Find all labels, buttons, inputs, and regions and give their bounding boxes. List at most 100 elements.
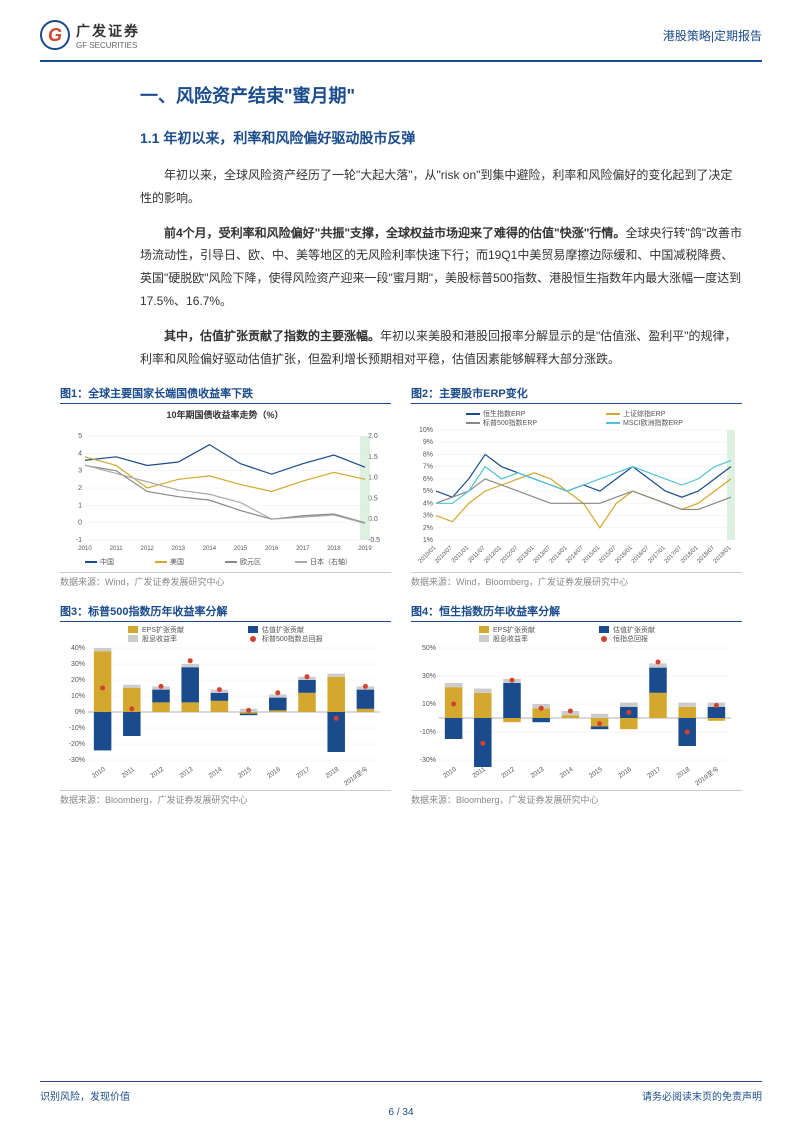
svg-text:2014: 2014: [559, 766, 575, 780]
svg-text:1%: 1%: [423, 537, 433, 544]
section-title: 一、风险资产结束"蜜月期": [60, 82, 742, 108]
footer-left: 识别风险，发现价值: [40, 1088, 130, 1103]
svg-text:2018: 2018: [324, 766, 340, 780]
svg-text:1: 1: [78, 503, 82, 510]
svg-text:2%: 2%: [423, 525, 433, 532]
svg-text:EPS扩张贡献: EPS扩张贡献: [493, 626, 535, 634]
svg-text:2016: 2016: [266, 766, 282, 780]
page-number: 6 / 34: [40, 1107, 762, 1118]
svg-text:10%: 10%: [419, 427, 433, 434]
chart-1-block: 图1：全球主要国家长端国债收益率下跌 10年期国债收益率走势（%） -1 0 1 2 3 4…: [60, 385, 391, 588]
svg-text:-20%: -20%: [69, 741, 85, 748]
svg-text:4: 4: [78, 451, 82, 458]
paragraph-2: 前4个月，受利率和风险偏好"共振"支撑，全球权益市场迎来了难得的估值"快涨"行情…: [60, 222, 742, 313]
chart-2-title: 图2：主要股市ERP变化: [411, 385, 742, 404]
page-footer: 识别风险，发现价值 请务必阅读末页的免责声明 6 / 34: [0, 1081, 802, 1118]
svg-text:2: 2: [78, 485, 82, 492]
logo-en: GF SECURITIES: [76, 41, 140, 50]
svg-text:0%: 0%: [75, 709, 85, 716]
svg-text:恒生指数ERP: 恒生指数ERP: [483, 409, 526, 418]
svg-text:欧元区: 欧元区: [240, 557, 261, 566]
header-category: 港股策略|定期报告: [663, 27, 762, 44]
subsection-title: 1.1 年初以来，利率和风险偏好驱动股市反弹: [60, 128, 742, 148]
chart-1-source: 数据来源：Wind，广发证券发展研究中心: [60, 572, 391, 588]
svg-text:10%: 10%: [422, 701, 436, 708]
svg-text:-30%: -30%: [420, 757, 436, 764]
header-divider: [40, 60, 762, 62]
chart-3-source: 数据来源：Bloomberg，广发证券发展研究中心: [60, 790, 391, 806]
svg-text:标普500指数ERP: 标普500指数ERP: [483, 418, 537, 427]
svg-text:10年期国债收益率走势（%）: 10年期国债收益率走势（%）: [166, 409, 283, 420]
svg-text:2010: 2010: [78, 546, 92, 552]
svg-text:股息收益率: 股息收益率: [493, 634, 528, 643]
svg-text:2015: 2015: [237, 766, 253, 780]
svg-text:30%: 30%: [71, 661, 85, 668]
chart-2-block: 图2：主要股市ERP变化 恒生指数ERP 上证综指ERP 标普500指数ERP MSC…: [411, 385, 742, 588]
svg-text:美国: 美国: [170, 557, 184, 566]
svg-text:EPS扩张贡献: EPS扩张贡献: [142, 626, 184, 634]
svg-text:2010: 2010: [91, 766, 107, 780]
svg-text:0: 0: [78, 520, 82, 527]
svg-text:中国: 中国: [100, 557, 114, 566]
chart-2-source: 数据来源：Wind，Bloomberg，广发证券发展研究中心: [411, 572, 742, 588]
svg-text:-10%: -10%: [420, 729, 436, 736]
svg-text:2019至今: 2019至今: [342, 764, 370, 786]
chart-3-block: 图3：标普500指数历年收益率分解 EPS扩张贡献估值扩张贡献股息收益率标普50…: [60, 603, 391, 806]
logo-icon: G: [40, 20, 70, 50]
svg-text:MSCI欧洲指数ERP: MSCI欧洲指数ERP: [623, 418, 683, 427]
svg-text:6%: 6%: [423, 476, 433, 483]
svg-text:恒指总回报: 恒指总回报: [613, 634, 648, 643]
svg-text:-10%: -10%: [69, 725, 85, 732]
svg-text:2011: 2011: [471, 766, 487, 780]
svg-text:5: 5: [78, 433, 82, 440]
svg-text:40%: 40%: [71, 645, 85, 652]
svg-text:2012: 2012: [500, 766, 516, 780]
svg-text:2015: 2015: [588, 766, 604, 780]
svg-text:-30%: -30%: [69, 757, 85, 764]
svg-text:2014: 2014: [208, 766, 224, 780]
svg-text:2017: 2017: [296, 546, 310, 552]
svg-text:2014: 2014: [203, 546, 217, 552]
logo: G 广发证券 GF SECURITIES: [40, 20, 140, 50]
svg-text:股息收益率: 股息收益率: [142, 634, 177, 643]
svg-text:上证综指ERP: 上证综指ERP: [623, 409, 666, 418]
svg-text:估值扩张贡献: 估值扩张贡献: [262, 626, 304, 634]
svg-text:2013: 2013: [178, 766, 194, 780]
svg-text:2011: 2011: [110, 546, 124, 552]
paragraph-3: 其中，估值扩张贡献了指数的主要涨幅。年初以来美股和港股回报率分解显示的是"估值涨…: [60, 325, 742, 371]
svg-text:2011: 2011: [120, 766, 136, 780]
svg-text:50%: 50%: [422, 645, 436, 652]
svg-text:2019至今: 2019至今: [693, 764, 721, 786]
svg-text:2019/01: 2019/01: [713, 545, 733, 565]
svg-text:日本（右轴）: 日本（右轴）: [310, 557, 352, 566]
logo-cn: 广发证券: [76, 21, 140, 41]
svg-text:8%: 8%: [423, 452, 433, 459]
chart-4-source: 数据来源：Bloomberg，广发证券发展研究中心: [411, 790, 742, 806]
svg-text:2012: 2012: [141, 546, 155, 552]
chart-4-title: 图4：恒生指数历年收益率分解: [411, 603, 742, 622]
svg-text:20%: 20%: [71, 677, 85, 684]
svg-text:2013: 2013: [529, 766, 545, 780]
svg-text:2015: 2015: [234, 546, 248, 552]
svg-text:10%: 10%: [71, 693, 85, 700]
svg-text:-1: -1: [76, 537, 82, 544]
svg-text:3: 3: [78, 468, 82, 475]
svg-text:30%: 30%: [422, 673, 436, 680]
page-header: G 广发证券 GF SECURITIES 港股策略|定期报告: [0, 0, 802, 60]
svg-text:4%: 4%: [423, 501, 433, 508]
svg-text:2018: 2018: [675, 766, 691, 780]
svg-text:7%: 7%: [423, 464, 433, 471]
chart-1-title: 图1：全球主要国家长端国债收益率下跌: [60, 385, 391, 404]
svg-text:2012: 2012: [149, 766, 165, 780]
svg-text:2016: 2016: [617, 766, 633, 780]
svg-text:2017: 2017: [295, 766, 311, 780]
svg-text:2010: 2010: [442, 766, 458, 780]
svg-text:2016: 2016: [265, 546, 279, 552]
svg-text:3%: 3%: [423, 513, 433, 520]
chart-3-title: 图3：标普500指数历年收益率分解: [60, 603, 391, 622]
chart-4-block: 图4：恒生指数历年收益率分解 EPS扩张贡献估值扩张贡献股息收益率恒指总回报-3…: [411, 603, 742, 806]
paragraph-1: 年初以来，全球风险资产经历了一轮"大起大落"，从"risk on"到集中避险，利…: [60, 164, 742, 210]
footer-right: 请务必阅读末页的免责声明: [642, 1088, 762, 1103]
svg-text:9%: 9%: [423, 440, 433, 447]
svg-text:2018: 2018: [327, 546, 341, 552]
